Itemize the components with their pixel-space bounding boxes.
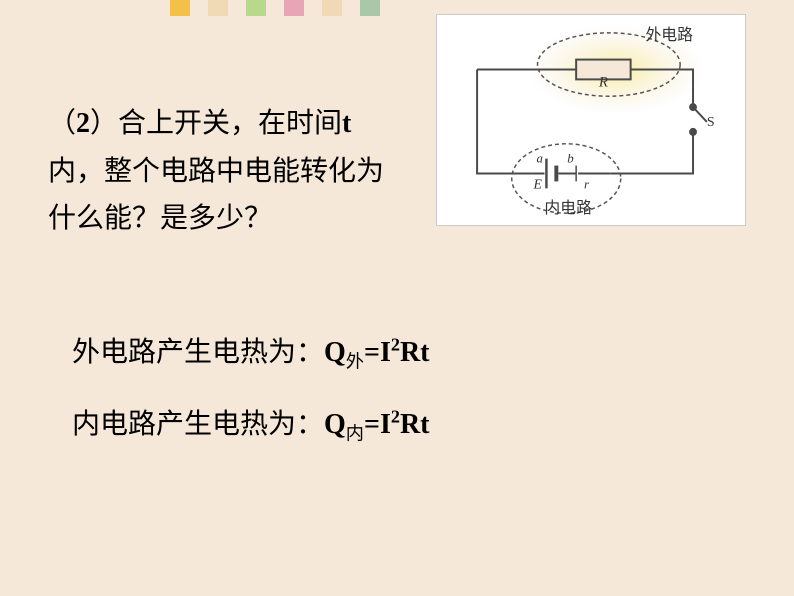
color-tabs [170, 0, 380, 16]
internal-formula: Q内=I2Rt [324, 409, 429, 440]
heat-block: 外电路产生电热为：Q外=I2Rt 内电路产生电热为：Q内=I2Rt [72, 330, 430, 473]
tab-3 [246, 0, 266, 16]
internal-heat-line: 内电路产生电热为：Q内=I2Rt [72, 402, 430, 446]
external-label: 外电路产生电热为： [72, 337, 324, 368]
label-r: r [584, 177, 590, 191]
tab-4 [284, 0, 304, 16]
label-external: 外电路 [645, 26, 693, 44]
label-a: a [537, 152, 543, 166]
label-S: S [707, 114, 715, 129]
tab-5 [322, 0, 342, 16]
circuit-diagram: 外电路 R S a b E r 内电路 [436, 14, 746, 226]
question-text: （2）合上开关，在时间t 内，整个电路中电能转化为什么能？是多少？ [48, 100, 388, 243]
question-part2: 内，整个电路中电能转化为什么能？是多少？ [48, 156, 384, 235]
label-internal: 内电路 [544, 199, 592, 217]
time-variable: t [342, 108, 351, 139]
external-heat-line: 外电路产生电热为：Q外=I2Rt [72, 330, 430, 374]
paren-open: （ [48, 108, 76, 139]
tab-6 [360, 0, 380, 16]
label-R: R [598, 74, 608, 90]
label-E: E [533, 176, 543, 191]
external-formula: Q外=I2Rt [324, 337, 429, 368]
question-number: 2 [76, 108, 90, 139]
internal-label: 内电路产生电热为： [72, 409, 324, 440]
tab-2 [208, 0, 228, 16]
question-part1: ）合上开关，在时间 [90, 108, 342, 139]
tab-1 [170, 0, 190, 16]
label-b: b [567, 152, 574, 166]
